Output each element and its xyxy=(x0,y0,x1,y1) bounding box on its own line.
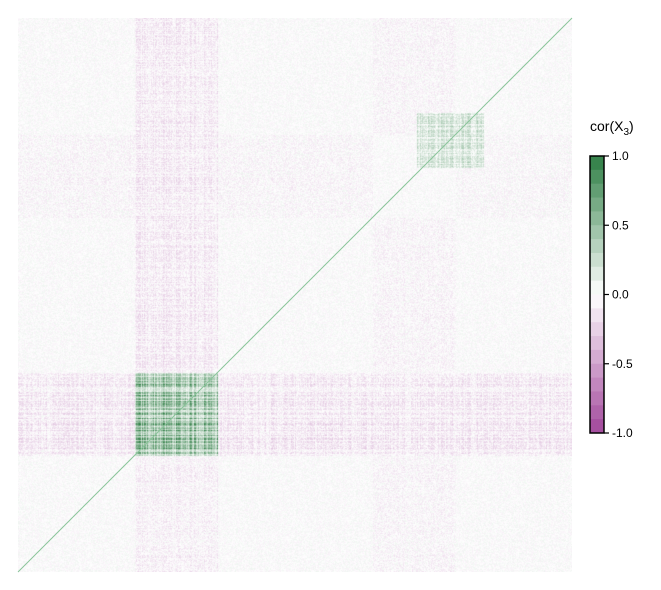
colorbar-segment xyxy=(590,336,604,351)
colorbar-segment xyxy=(590,349,604,365)
colorbar-segment xyxy=(590,391,604,406)
colorbar-tick-label: -1.0 xyxy=(612,426,633,440)
diagonal-line xyxy=(17,17,573,573)
colorbar-legend: cor(X3) 1.0 0.5 0.0 -0.5 -1.0 xyxy=(589,118,634,440)
colorbar-tick-label: 0.5 xyxy=(612,218,629,232)
colorbar-segment xyxy=(590,405,604,420)
colorbar-tick-label: -0.5 xyxy=(612,357,633,371)
colorbar-segment xyxy=(590,156,604,171)
colorbar-segment xyxy=(590,363,604,379)
colorbar-segment xyxy=(590,169,604,185)
colorbar-segment xyxy=(590,211,604,226)
colorbar-segment xyxy=(590,308,604,323)
colorbar-segment xyxy=(590,294,604,309)
colorbar xyxy=(589,155,605,434)
colorbar-segment xyxy=(590,266,604,282)
colorbar-tick-label: 0.0 xyxy=(612,288,629,302)
colorbar-segment xyxy=(590,377,604,392)
colorbar-ticks: 1.0 0.5 0.0 -0.5 -1.0 xyxy=(604,149,633,440)
colorbar-tick-label: 1.0 xyxy=(612,149,629,163)
colorbar-segment xyxy=(590,225,604,240)
colorbar-segment xyxy=(590,280,604,295)
colorbar-segment xyxy=(590,183,604,199)
colorbar-segment xyxy=(590,197,604,212)
colorbar-segment xyxy=(590,239,604,254)
colorbar-segment xyxy=(590,322,604,337)
colorbar-segment xyxy=(590,252,604,268)
legend-title: cor(X3) xyxy=(590,118,634,138)
colorbar-segment xyxy=(590,419,604,434)
